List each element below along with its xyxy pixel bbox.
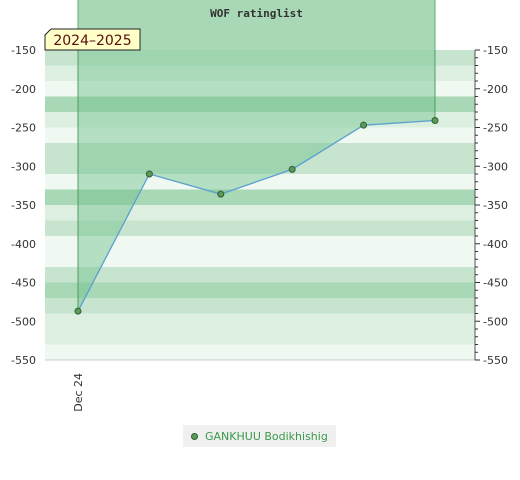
- data-point: [74, 307, 82, 315]
- background-band: [45, 282, 475, 298]
- background-band: [45, 81, 475, 97]
- chart-title: WOF ratinglist: [210, 7, 303, 20]
- background-band: [45, 174, 475, 190]
- y-axis-left: -150 -200 -250 -300 -350 -400 -450 -500 -550: [11, 44, 36, 367]
- y-tick-label-right: -500: [483, 315, 508, 328]
- y-axis-right: -150 -200 -250 -300 -350 -400 -450 -500 -550: [475, 44, 508, 367]
- y-tick-label-right: -250: [483, 122, 508, 135]
- background-band: [45, 251, 475, 267]
- series-polyline: [77, 119, 436, 312]
- background-band: [45, 313, 475, 329]
- background-band: [45, 298, 475, 314]
- background-band: [45, 158, 475, 174]
- y-tick-label-left: -500: [11, 315, 36, 328]
- season-fill-area: [77, 50, 436, 312]
- background-band: [45, 112, 475, 128]
- y-tick-label-left: -200: [11, 83, 36, 96]
- y-tick-label-right: -150: [483, 44, 508, 57]
- x-tick-label: Dec 24: [72, 373, 85, 412]
- y-tick-label-right: -200: [483, 83, 508, 96]
- y-tick-label-left: -450: [11, 277, 36, 290]
- season-badge-label: 2024–2025: [53, 33, 131, 49]
- background-band: [45, 65, 475, 81]
- legend: GANKHUU Bodikhishig: [183, 425, 336, 447]
- y-tick-label-left: -300: [11, 160, 36, 173]
- x-axis: Dec 24: [72, 373, 85, 412]
- background-band: [45, 96, 475, 112]
- background-band: [45, 220, 475, 236]
- data-point: [145, 170, 153, 178]
- data-point: [288, 165, 296, 173]
- data-point: [217, 190, 225, 198]
- y-tick-label-left: -400: [11, 238, 36, 251]
- background-band: [45, 267, 475, 283]
- background-band: [45, 236, 475, 252]
- legend-marker-icon: [191, 432, 198, 440]
- y-tick-label-left: -550: [11, 354, 36, 367]
- legend-series-label: GANKHUU Bodikhishig: [205, 429, 328, 443]
- y-tick-label-left: -250: [11, 122, 36, 135]
- season-fill: [78, 50, 435, 312]
- season-badge: 2024–2025: [44, 28, 141, 51]
- background-band: [45, 127, 475, 143]
- data-point: [431, 117, 439, 125]
- y-tick-label-right: -350: [483, 199, 508, 212]
- data-point: [360, 121, 368, 129]
- background-band: [45, 189, 475, 205]
- y-tick-label-right: -450: [483, 277, 508, 290]
- y-tick-label-right: -400: [483, 238, 508, 251]
- background-band: [45, 205, 475, 221]
- series-line: [74, 117, 439, 315]
- y-tick-label-left: -350: [11, 199, 36, 212]
- background-band: [45, 50, 475, 66]
- y-tick-label-right: -550: [483, 354, 508, 367]
- y-tick-label-right: -300: [483, 160, 508, 173]
- background-band: [45, 329, 475, 345]
- background-band: [45, 143, 475, 159]
- y-tick-label-left: -150: [11, 44, 36, 57]
- background-bands: [45, 50, 475, 360]
- background-band: [45, 344, 475, 360]
- season-badge-shape: [44, 28, 141, 51]
